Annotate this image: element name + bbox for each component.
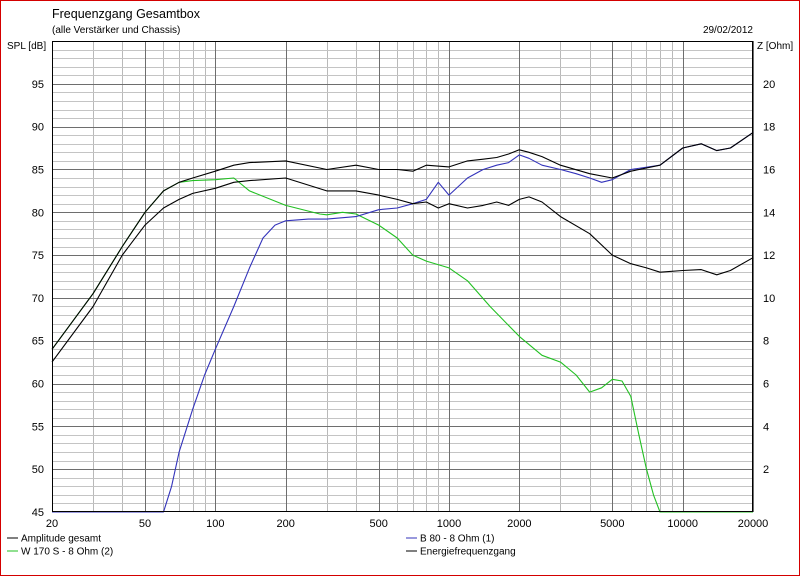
y-tick-label: 60 — [32, 379, 44, 391]
legend-label: Energiefrequenzgang — [420, 547, 516, 558]
y-axis-label: SPL [dB] — [7, 41, 46, 52]
y-tick-label: 80 — [32, 207, 44, 219]
legend-label: B 80 - 8 Ohm (1) — [420, 534, 494, 545]
x-tick-label: 1000 — [437, 518, 461, 530]
y-tick-label: 45 — [32, 507, 44, 519]
y-tick-label: 95 — [32, 79, 44, 91]
plot-area — [52, 41, 753, 512]
series-line-1 — [51, 177, 753, 513]
y-tick-label: 65 — [32, 336, 44, 348]
series-line-0 — [51, 177, 754, 363]
y2-tick-label: 12 — [763, 250, 775, 262]
x-tick-label: 20000 — [738, 518, 769, 530]
x-tick-label: 20 — [46, 518, 58, 530]
y-tick-labels: 45 50 55 60 65 70 75 80 85 90 95 — [32, 79, 44, 519]
y2-tick-label: 8 — [763, 336, 769, 348]
y2-tick-label: 2 — [763, 464, 769, 476]
x-tick-labels: 20 50 100 200 500 1000 2000 5000 10000 20000 — [46, 518, 768, 530]
y2-tick-labels: 2 4 6 8 10 12 14 16 18 20 — [763, 79, 775, 476]
chart-title: Frequenzgang Gesamtbox — [52, 7, 201, 21]
y-tick-label: 55 — [32, 421, 44, 433]
x-tick-label: 2000 — [507, 518, 531, 530]
legend-item-w170s: W 170 S - 8 Ohm (2) — [7, 547, 113, 558]
y-tick-label: 90 — [32, 122, 44, 134]
y2-tick-label: 20 — [763, 79, 775, 91]
legend-label: W 170 S - 8 Ohm (2) — [21, 547, 113, 558]
legend-item-b80: B 80 - 8 Ohm (1) — [406, 534, 494, 545]
x-tick-label: 100 — [206, 518, 224, 530]
y-tick-label: 70 — [32, 293, 44, 305]
y2-tick-label: 10 — [763, 293, 775, 305]
y2-tick-label: 14 — [763, 207, 775, 219]
y-tick-label: 75 — [32, 250, 44, 262]
legend: Amplitude gesamt W 170 S - 8 Ohm (2) B 8… — [7, 534, 516, 558]
y-tick-label: 85 — [32, 164, 44, 176]
legend-label: Amplitude gesamt — [21, 534, 101, 545]
x-tick-label: 500 — [369, 518, 387, 530]
series-layer — [51, 132, 754, 513]
legend-item-energiefrequenzgang: Energiefrequenzgang — [406, 547, 516, 558]
y2-tick-label: 18 — [763, 122, 775, 134]
plot-border — [52, 41, 753, 512]
y2-tick-label: 4 — [763, 421, 769, 433]
y2-tick-label: 16 — [763, 164, 775, 176]
x-tick-label: 10000 — [667, 518, 698, 530]
x-tick-label: 50 — [139, 518, 151, 530]
legend-item-amplitude-gesamt: Amplitude gesamt — [7, 534, 101, 545]
chart-date: 29/02/2012 — [703, 25, 753, 36]
y2-axis-label: Z [Ohm] — [757, 41, 793, 52]
chart-subtitle: (alle Verstärker und Chassis) — [52, 25, 180, 36]
x-tick-label: 200 — [276, 518, 294, 530]
series-line-3 — [51, 132, 754, 350]
y-tick-label: 50 — [32, 464, 44, 476]
y2-tick-label: 6 — [763, 379, 769, 391]
x-tick-label: 5000 — [600, 518, 624, 530]
